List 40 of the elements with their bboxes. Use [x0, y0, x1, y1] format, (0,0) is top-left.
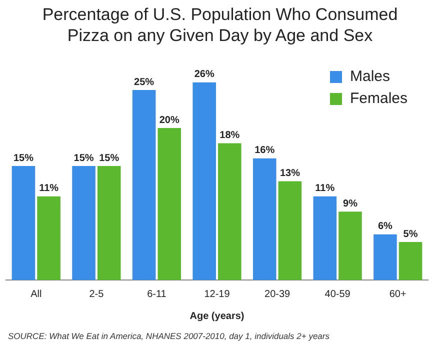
bar [313, 196, 337, 280]
legend-label: Females [350, 90, 408, 107]
bar [12, 166, 36, 280]
x-tick-label: 40-59 [324, 288, 351, 300]
data-label: 16% [254, 145, 275, 156]
data-label: 13% [280, 168, 300, 179]
data-label: 11% [39, 183, 59, 194]
data-label: 15% [74, 152, 94, 164]
bar [374, 234, 397, 280]
bar [97, 166, 121, 280]
x-tick-label: 2-5 [89, 288, 104, 300]
data-label: 18% [220, 130, 240, 141]
source-note: SOURCE: What We Eat in America, NHANES 2007-2010, day 1, individuals 2+ years [8, 331, 330, 341]
x-tick-label: 20-39 [264, 288, 291, 300]
data-label: 11% [315, 183, 335, 194]
bar [158, 128, 182, 280]
bar [278, 181, 302, 280]
x-axis-title: Age (years) [190, 310, 244, 322]
data-label: 9% [343, 198, 358, 210]
bar [132, 90, 156, 280]
data-label: 26% [194, 69, 214, 80]
chart-title: Percentage of U.S. Population Who Consumed Pizza on any Given Day by Age and Sex [41, 4, 399, 46]
bar [252, 158, 276, 280]
data-label: 15% [99, 152, 120, 164]
bar [218, 143, 242, 280]
x-tick-label: All [30, 288, 42, 300]
data-label: 5% [403, 228, 418, 240]
data-label: 25% [134, 76, 154, 88]
bar [192, 82, 216, 280]
x-tick-label: 60+ [389, 288, 406, 300]
data-label: 6% [378, 221, 393, 232]
data-label: 20% [159, 114, 180, 126]
bar [338, 212, 362, 280]
bar [398, 242, 422, 280]
x-tick-label: 6-11 [147, 288, 167, 300]
x-tick-label: 12-19 [204, 288, 230, 300]
legend-label: Males [350, 68, 390, 85]
data-label: 15% [13, 152, 34, 164]
bar [37, 196, 60, 280]
bar [72, 166, 96, 280]
